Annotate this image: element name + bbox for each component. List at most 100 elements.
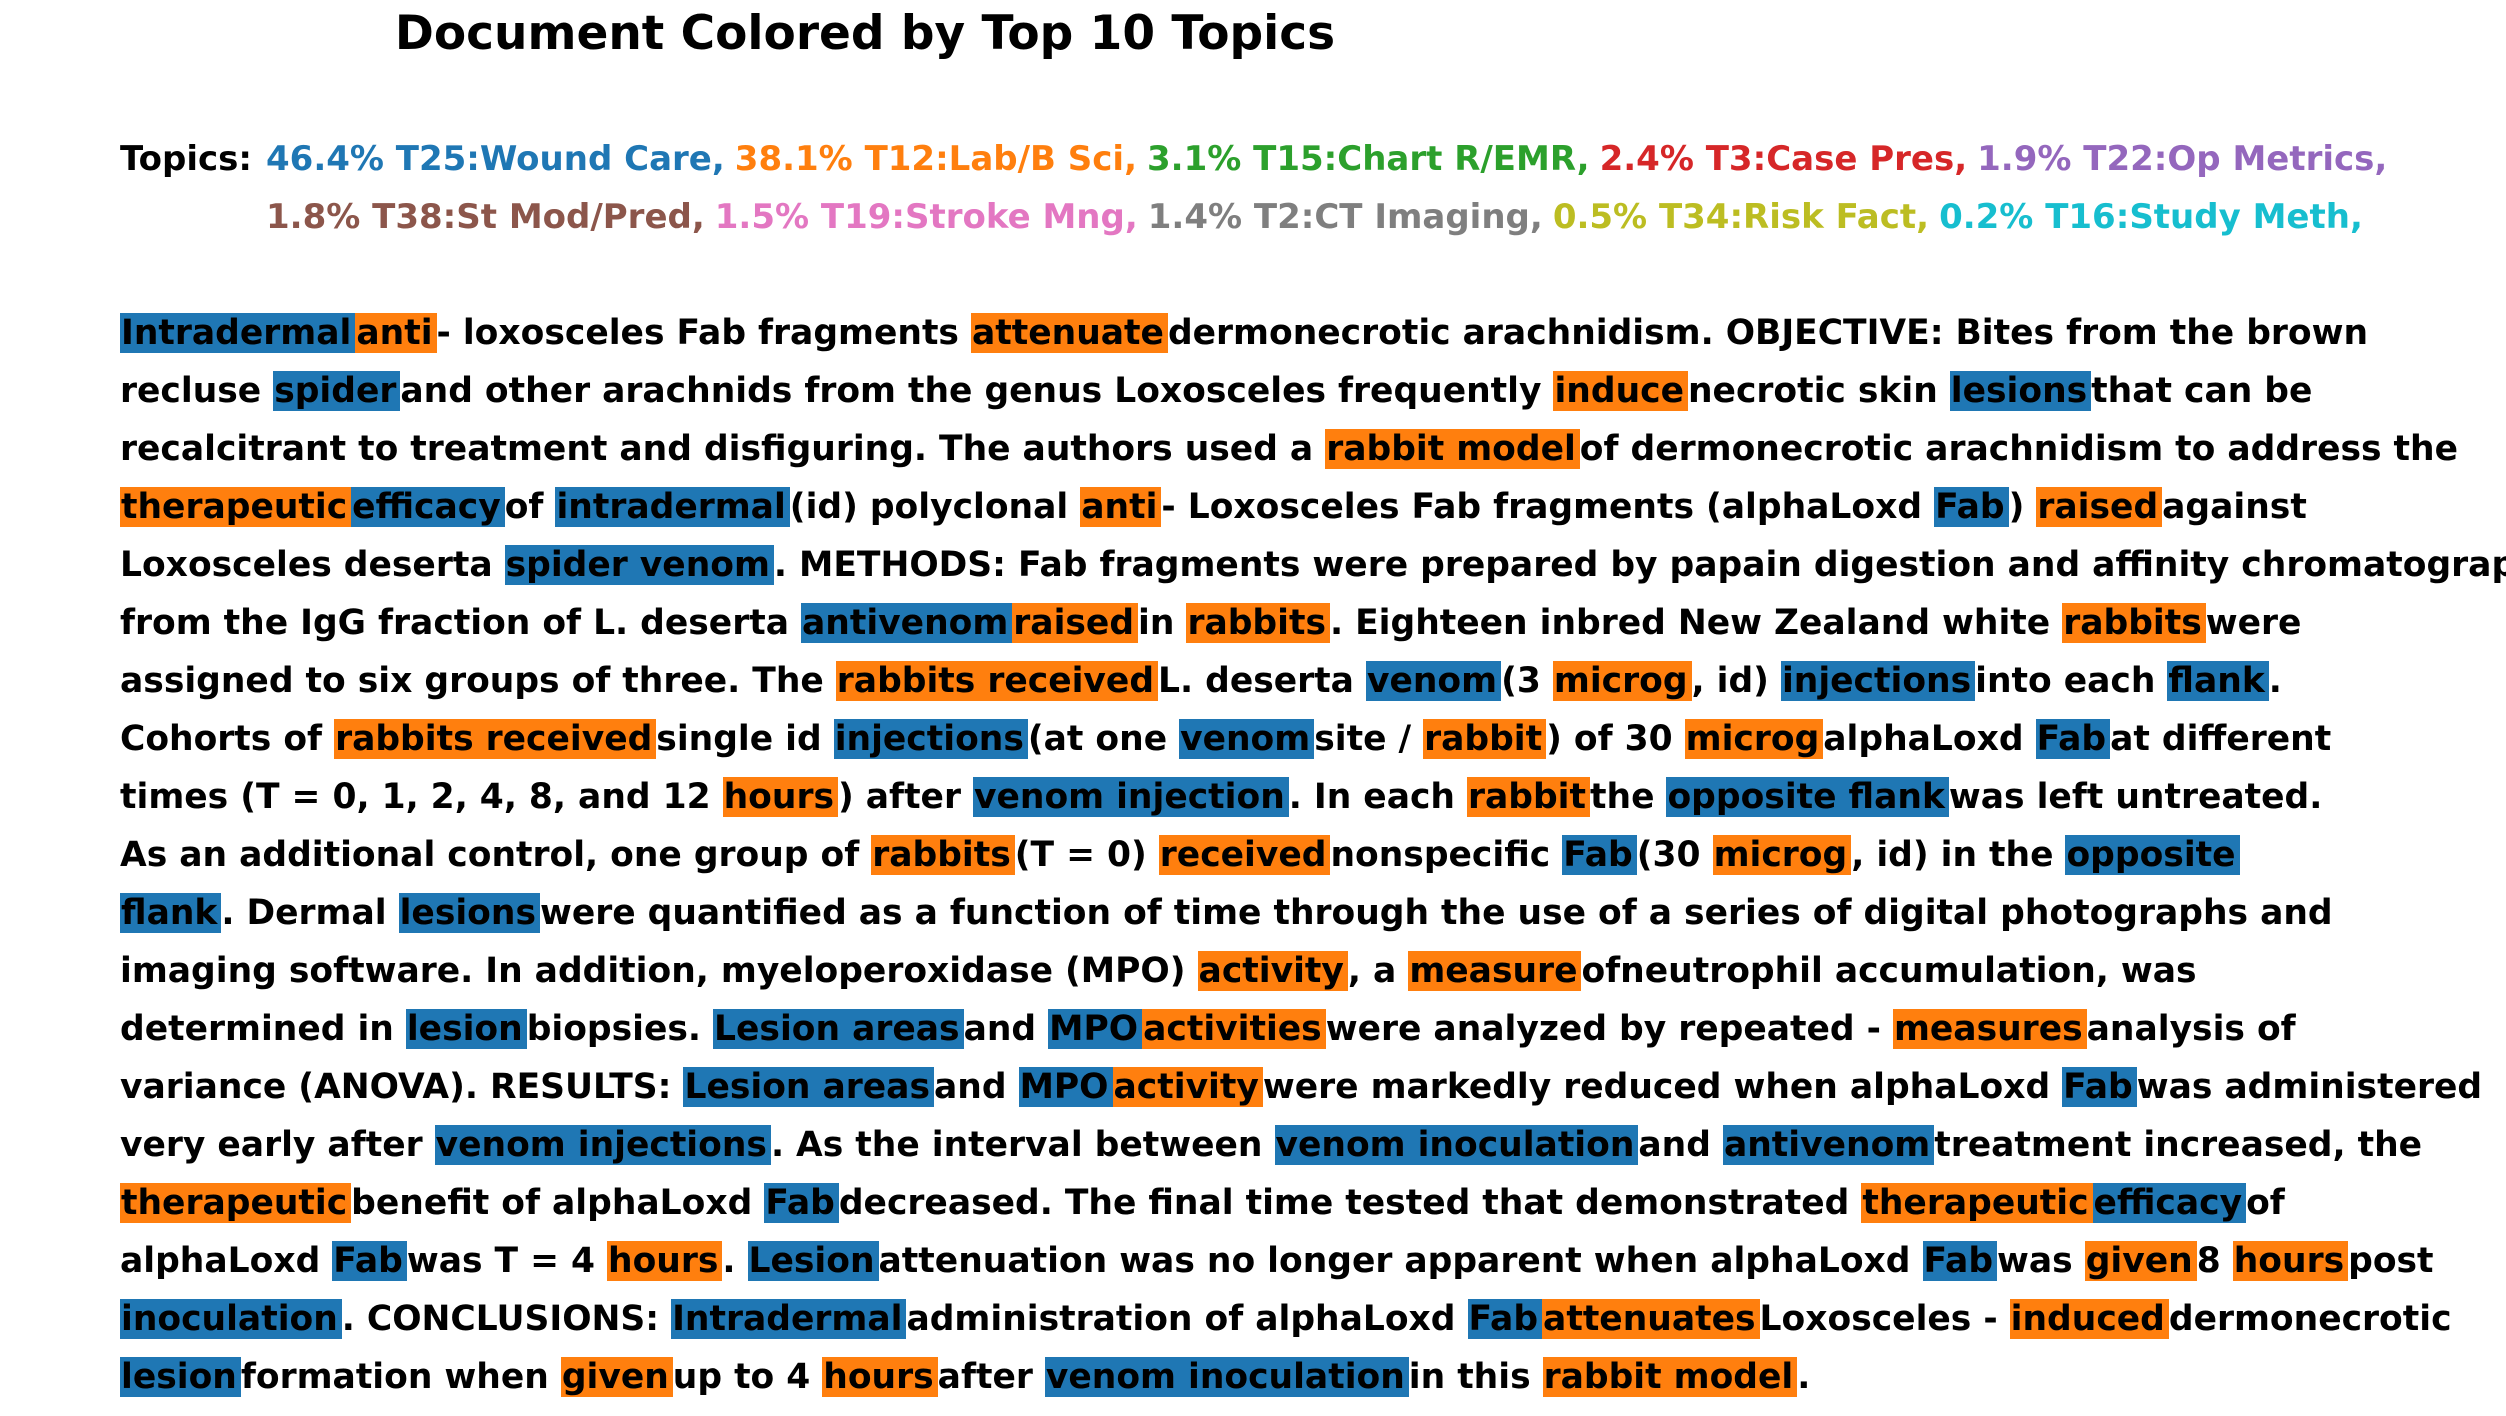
text-segment: were analyzed by repeated - bbox=[1325, 1009, 1893, 1049]
text-segment: of dermonecrotic arachnidism to address … bbox=[1579, 429, 2458, 469]
highlighted-term: Fab bbox=[2062, 1067, 2137, 1107]
topic-item: 3.1% T15:Chart R/EMR, bbox=[1147, 139, 1590, 179]
text-segment: . Dermal bbox=[221, 893, 399, 933]
text-segment: (T = 0) bbox=[1014, 835, 1159, 875]
text-segment: and other arachnids from the genus Loxos… bbox=[400, 371, 1554, 411]
topic-item: 1.9% T22:Op Metrics, bbox=[1977, 139, 2388, 179]
highlighted-term: raised bbox=[2036, 487, 2163, 527]
text-segment: ) after bbox=[838, 777, 973, 817]
text-segment: were quantified as a function of time th… bbox=[539, 893, 2333, 933]
text-segment: (at one bbox=[1027, 719, 1180, 759]
highlighted-term: efficacy bbox=[351, 487, 505, 527]
text-segment: . METHODS: Fab fragments were prepared b… bbox=[773, 545, 2506, 585]
highlighted-term: rabbits received bbox=[334, 719, 657, 759]
text-segment: decreased. The final time tested that de… bbox=[838, 1183, 1862, 1223]
highlighted-term: rabbits bbox=[2062, 603, 2206, 643]
highlighted-term: hours bbox=[607, 1241, 723, 1281]
topics-label: Topics: bbox=[120, 139, 253, 179]
text-segment: the bbox=[1590, 777, 1667, 817]
highlighted-term: therapeutic bbox=[120, 1183, 352, 1223]
highlighted-term: venom bbox=[1365, 661, 1502, 701]
text-segment: dermonecrotic arachnidism. OBJECTIVE: Bi… bbox=[1167, 313, 2369, 353]
text-segment: necrotic skin bbox=[1687, 371, 1950, 411]
text-segment: . bbox=[2268, 661, 2282, 701]
highlighted-term: lesion bbox=[120, 1357, 241, 1397]
highlighted-term: Fab bbox=[1562, 835, 1637, 875]
text-segment: . bbox=[1797, 1357, 1811, 1397]
text-segment: was bbox=[1997, 1241, 2085, 1281]
text-segment: analysis of bbox=[2086, 1009, 2296, 1049]
text-segment: Loxosceles - bbox=[1759, 1299, 2010, 1339]
text-segment: at different bbox=[2110, 719, 2332, 759]
text-line: determined in lesion biopsies. Lesion are… bbox=[120, 1000, 2506, 1058]
text-segment: , a bbox=[1347, 951, 1409, 991]
text-segment: , id) in the bbox=[1851, 835, 2066, 875]
text-segment: post bbox=[2348, 1241, 2434, 1281]
topics-legend-line-2: 1.8% T38:St Mod/Pred, 1.5% T19:Stroke Mng… bbox=[120, 188, 2397, 246]
highlighted-term: rabbits received bbox=[835, 661, 1159, 701]
highlighted-term: induce bbox=[1553, 371, 1688, 411]
highlighted-term: therapeutic bbox=[120, 487, 352, 527]
highlighted-term: antivenom bbox=[801, 603, 1013, 643]
text-segment: dermonecrotic bbox=[2168, 1299, 2452, 1339]
topic-item: 0.2% T16:Study Meth, bbox=[1939, 197, 2363, 237]
text-segment: up to 4 bbox=[672, 1357, 823, 1397]
highlighted-term: given bbox=[560, 1357, 673, 1397]
topic-item: 46.4% T25:Wound Care, bbox=[266, 139, 725, 179]
text-line: lesion formation when given up to 4 hours a… bbox=[120, 1348, 2506, 1406]
highlighted-term: received bbox=[1158, 835, 1331, 875]
highlighted-term: Lesion areas bbox=[713, 1009, 964, 1049]
text-segment: recalcitrant to treatment and disfigurin… bbox=[120, 429, 1326, 469]
highlighted-term: lesion bbox=[405, 1009, 527, 1049]
text-segment: benefit of alphaLoxd bbox=[351, 1183, 765, 1223]
topic-item: 0.5% T34:Risk Fact, bbox=[1552, 197, 1930, 237]
text-segment: and bbox=[1638, 1125, 1723, 1165]
text-segment: (3 bbox=[1501, 661, 1553, 701]
highlighted-term: activity bbox=[1112, 1067, 1263, 1107]
highlighted-term: injections bbox=[1780, 661, 1976, 701]
text-segment: into each bbox=[1975, 661, 2168, 701]
text-segment: site / bbox=[1314, 719, 1424, 759]
highlighted-term: Fab bbox=[332, 1241, 407, 1281]
text-segment: attenuation was no longer apparent when … bbox=[878, 1241, 1923, 1281]
text-segment: against bbox=[2162, 487, 2307, 527]
highlighted-term: venom injection bbox=[973, 777, 1289, 817]
highlighted-term: rabbit model bbox=[1542, 1357, 1798, 1397]
text-segment: - Loxosceles Fab fragments (alphaLoxd bbox=[1161, 487, 1935, 527]
highlighted-term: intradermal bbox=[555, 487, 790, 527]
text-segment: formation when bbox=[240, 1357, 561, 1397]
topic-item: 2.4% T3:Case Pres, bbox=[1599, 139, 1968, 179]
text-segment: Cohorts of bbox=[120, 719, 335, 759]
highlighted-term: given bbox=[2084, 1241, 2197, 1281]
highlighted-term: lesions bbox=[1949, 371, 2092, 411]
text-line: assigned to six groups of three. The rab… bbox=[120, 652, 2506, 710]
topic-item: 1.8% T38:St Mod/Pred, bbox=[266, 197, 705, 237]
text-segment: - loxosceles Fab fragments bbox=[436, 313, 971, 353]
text-line: Intradermal anti - loxosceles Fab fragment… bbox=[120, 304, 2506, 362]
highlighted-term: venom inoculation bbox=[1044, 1357, 1409, 1397]
text-line: flank. Dermal lesions were quantified as … bbox=[120, 884, 2506, 942]
highlighted-term: activities bbox=[1142, 1009, 1326, 1049]
text-line: Cohorts of rabbits received single id inj… bbox=[120, 710, 2506, 768]
text-line: very early after venom injections. As th… bbox=[120, 1116, 2506, 1174]
text-segment: ) bbox=[2008, 487, 2037, 527]
highlighted-term: measures bbox=[1892, 1009, 2087, 1049]
text-segment: As an additional control, one group of bbox=[120, 835, 872, 875]
highlighted-term: Fab bbox=[764, 1183, 839, 1223]
text-segment: was left untreated. bbox=[1948, 777, 2323, 817]
highlighted-term: opposite bbox=[2065, 835, 2240, 875]
text-segment: was T = 4 bbox=[406, 1241, 608, 1281]
text-segment: alphaLoxd bbox=[120, 1241, 333, 1281]
text-segment: ofneutrophil accumulation, was bbox=[1581, 951, 2197, 991]
highlighted-term: MPO bbox=[1018, 1067, 1113, 1107]
highlighted-term: injections bbox=[833, 719, 1028, 759]
highlighted-term: therapeutic bbox=[1861, 1183, 2093, 1223]
highlighted-term: inoculation bbox=[120, 1299, 342, 1339]
text-line: inoculation. CONCLUSIONS: Intradermal adm… bbox=[120, 1290, 2506, 1348]
highlighted-term: rabbit bbox=[1423, 719, 1547, 759]
highlighted-term: Lesion areas bbox=[683, 1067, 934, 1107]
text-segment: Loxosceles deserta bbox=[120, 545, 505, 585]
text-segment: 8 bbox=[2196, 1241, 2233, 1281]
highlighted-term: rabbits bbox=[1186, 603, 1330, 643]
highlighted-term: lesions bbox=[398, 893, 540, 933]
